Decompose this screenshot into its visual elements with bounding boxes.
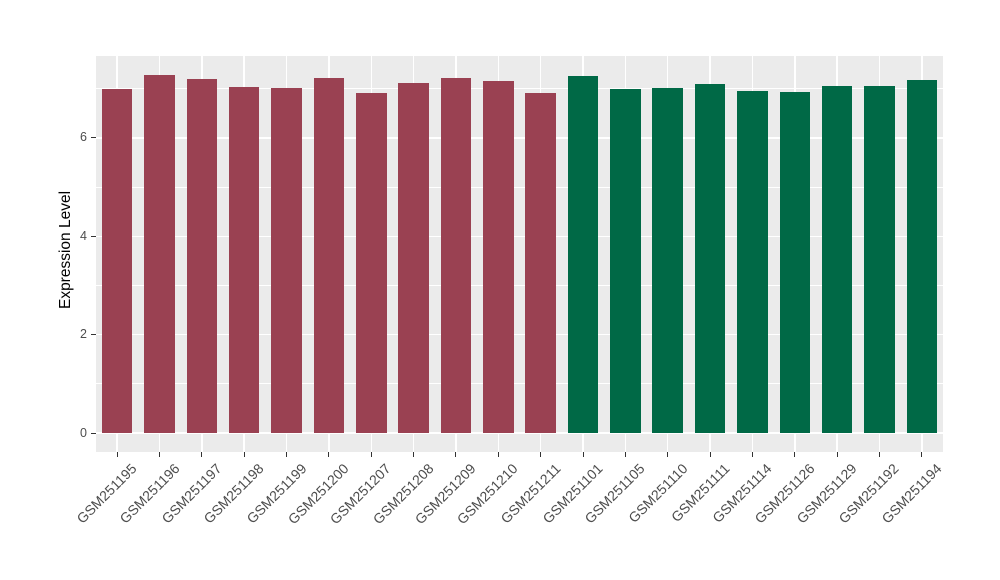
x-tick [921, 452, 923, 457]
bar-GSM251126 [779, 91, 811, 433]
x-tick [794, 452, 796, 457]
bar-GSM251209 [440, 77, 472, 433]
y-minor-gridline [96, 88, 943, 90]
x-tick [370, 452, 372, 457]
bar-GSM251114 [737, 90, 768, 433]
x-tick [243, 452, 245, 457]
y-tick-label: 2 [80, 327, 87, 342]
y-tick-label: 0 [80, 425, 87, 440]
x-tick [328, 452, 330, 457]
y-minor-gridline [96, 186, 943, 188]
x-tick [497, 452, 499, 457]
bar-GSM251198 [228, 87, 260, 433]
bar-GSM251110 [652, 87, 683, 433]
bar-GSM251195 [101, 89, 133, 433]
plot-panel [96, 56, 943, 452]
x-tick [751, 452, 753, 457]
y-tick-label: 4 [80, 228, 87, 243]
y-major-gridline [96, 137, 943, 139]
y-tick-label: 6 [80, 130, 87, 145]
y-major-gridline [96, 432, 943, 434]
bar-GSM251199 [271, 87, 302, 433]
x-tick [201, 452, 203, 457]
bar-GSM251200 [313, 78, 345, 433]
bar-GSM251105 [610, 89, 641, 433]
x-tick [582, 452, 584, 457]
bar-GSM251208 [398, 83, 429, 433]
y-major-gridline [96, 235, 943, 238]
bar-GSM251207 [356, 93, 387, 433]
bar-GSM251197 [186, 78, 218, 433]
bar-GSM251111 [694, 83, 726, 433]
x-tick [836, 452, 838, 457]
x-tick [413, 452, 415, 457]
bar-GSM251211 [525, 93, 556, 433]
y-tick [91, 137, 96, 139]
bar-GSM251129 [821, 85, 853, 433]
x-tick [624, 452, 626, 457]
y-tick [91, 432, 96, 434]
bar-GSM251194 [906, 79, 938, 433]
x-tick [159, 452, 161, 457]
y-axis-title: Expression Level [57, 190, 74, 310]
y-minor-gridline [96, 285, 943, 286]
bar-GSM251101 [567, 75, 599, 433]
bar-GSM251192 [864, 85, 895, 433]
x-tick [116, 452, 118, 457]
bar-GSM251210 [483, 81, 514, 433]
x-tick [878, 452, 880, 457]
x-tick [709, 452, 711, 457]
x-tick [455, 452, 457, 457]
y-tick [91, 334, 96, 336]
bar-GSM251196 [144, 75, 175, 433]
y-major-gridline [96, 333, 943, 336]
x-tick [286, 452, 288, 457]
x-tick [540, 452, 542, 457]
y-tick [91, 235, 96, 237]
x-tick [667, 452, 669, 457]
y-minor-gridline [96, 383, 943, 385]
